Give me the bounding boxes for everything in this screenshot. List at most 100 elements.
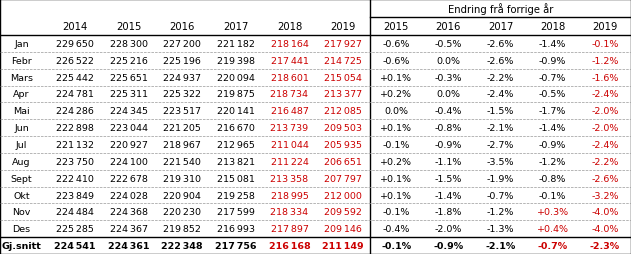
Text: Febr: Febr [11, 57, 32, 66]
Text: 219 310: 219 310 [163, 174, 201, 183]
Text: 221 205: 221 205 [163, 124, 201, 133]
Text: 223 044: 223 044 [110, 124, 148, 133]
Text: -0.7%: -0.7% [539, 73, 567, 82]
Text: -1.4%: -1.4% [539, 124, 567, 133]
Text: -1.9%: -1.9% [487, 174, 514, 183]
Text: Jul: Jul [16, 140, 27, 149]
Text: -1.2%: -1.2% [487, 208, 514, 216]
Text: 2017: 2017 [223, 22, 249, 32]
Text: Jan: Jan [15, 40, 29, 49]
Text: -0.9%: -0.9% [433, 241, 463, 250]
Text: 218 334: 218 334 [271, 208, 309, 216]
Text: +0.1%: +0.1% [380, 73, 412, 82]
Text: 225 285: 225 285 [56, 224, 94, 233]
Text: 225 216: 225 216 [110, 57, 148, 66]
Text: 222 348: 222 348 [162, 241, 203, 250]
Text: +0.1%: +0.1% [380, 174, 412, 183]
Text: 224 781: 224 781 [56, 90, 94, 99]
Text: -0.6%: -0.6% [382, 40, 410, 49]
Text: 219 398: 219 398 [217, 57, 255, 66]
Text: -0.8%: -0.8% [539, 174, 567, 183]
Text: Aug: Aug [13, 157, 31, 166]
Text: 213 358: 213 358 [271, 174, 309, 183]
Text: 228 300: 228 300 [110, 40, 148, 49]
Text: 219 875: 219 875 [217, 90, 255, 99]
Text: -1.7%: -1.7% [539, 107, 567, 116]
Text: -0.7%: -0.7% [538, 241, 568, 250]
Text: Nov: Nov [13, 208, 31, 216]
Text: 212 965: 212 965 [217, 140, 255, 149]
Text: -2.0%: -2.0% [435, 224, 462, 233]
Text: 0.0%: 0.0% [436, 90, 460, 99]
Text: 2015: 2015 [384, 22, 409, 32]
Text: 222 898: 222 898 [56, 124, 94, 133]
Text: -0.1%: -0.1% [539, 191, 567, 200]
Text: -0.5%: -0.5% [435, 40, 462, 49]
Text: -2.6%: -2.6% [487, 57, 514, 66]
Text: 225 322: 225 322 [163, 90, 201, 99]
Text: 226 522: 226 522 [56, 57, 94, 66]
Text: -0.1%: -0.1% [591, 40, 618, 49]
Text: -0.8%: -0.8% [435, 124, 462, 133]
Text: 205 935: 205 935 [324, 140, 362, 149]
Text: 224 100: 224 100 [110, 157, 148, 166]
Text: -0.5%: -0.5% [539, 90, 567, 99]
Text: 224 541: 224 541 [54, 241, 95, 250]
Text: -0.9%: -0.9% [539, 57, 567, 66]
Text: 217 927: 217 927 [324, 40, 362, 49]
Text: 216 487: 216 487 [271, 107, 309, 116]
Text: 218 164: 218 164 [271, 40, 309, 49]
Text: -2.1%: -2.1% [487, 124, 514, 133]
Text: 220 230: 220 230 [163, 208, 201, 216]
Text: 213 821: 213 821 [217, 157, 255, 166]
Text: 216 993: 216 993 [217, 224, 255, 233]
Text: -2.6%: -2.6% [487, 40, 514, 49]
Text: +0.2%: +0.2% [380, 157, 412, 166]
Text: 207 797: 207 797 [324, 174, 362, 183]
Text: +0.1%: +0.1% [380, 191, 412, 200]
Text: 217 897: 217 897 [271, 224, 309, 233]
Text: Sept: Sept [11, 174, 32, 183]
Text: Gj.snitt: Gj.snitt [2, 241, 42, 250]
Text: 209 503: 209 503 [324, 124, 362, 133]
Text: 216 168: 216 168 [269, 241, 310, 250]
Text: 223 750: 223 750 [56, 157, 94, 166]
Text: -1.1%: -1.1% [435, 157, 462, 166]
Text: 209 146: 209 146 [324, 224, 362, 233]
Text: -2.0%: -2.0% [591, 107, 618, 116]
Text: -0.9%: -0.9% [435, 140, 462, 149]
Text: Okt: Okt [13, 191, 30, 200]
Text: 216 670: 216 670 [217, 124, 255, 133]
Text: -0.7%: -0.7% [487, 191, 514, 200]
Text: -0.1%: -0.1% [382, 140, 410, 149]
Text: 215 081: 215 081 [217, 174, 255, 183]
Text: Apr: Apr [13, 90, 30, 99]
Text: -0.1%: -0.1% [382, 208, 410, 216]
Text: -4.0%: -4.0% [591, 208, 618, 216]
Text: -2.0%: -2.0% [591, 124, 618, 133]
Text: -1.4%: -1.4% [435, 191, 462, 200]
Text: Mai: Mai [13, 107, 30, 116]
Text: +0.2%: +0.2% [380, 90, 412, 99]
Text: 213 377: 213 377 [324, 90, 362, 99]
Text: 209 592: 209 592 [324, 208, 362, 216]
Text: -3.2%: -3.2% [591, 191, 618, 200]
Text: 211 149: 211 149 [322, 241, 364, 250]
Text: 218 995: 218 995 [271, 191, 309, 200]
Text: 2019: 2019 [331, 22, 356, 32]
Text: 218 734: 218 734 [271, 90, 309, 99]
Text: 221 182: 221 182 [217, 40, 255, 49]
Text: -2.4%: -2.4% [591, 140, 618, 149]
Text: -1.6%: -1.6% [591, 73, 618, 82]
Text: -0.4%: -0.4% [382, 224, 410, 233]
Text: Des: Des [13, 224, 31, 233]
Text: -0.4%: -0.4% [435, 107, 462, 116]
Text: 2015: 2015 [116, 22, 141, 32]
Text: 217 441: 217 441 [271, 57, 309, 66]
Text: -2.7%: -2.7% [487, 140, 514, 149]
Text: 224 937: 224 937 [163, 73, 201, 82]
Text: -2.2%: -2.2% [487, 73, 514, 82]
Text: Endring frå forrige år: Endring frå forrige år [448, 3, 553, 15]
Text: Mars: Mars [10, 73, 33, 82]
Text: 225 651: 225 651 [110, 73, 148, 82]
